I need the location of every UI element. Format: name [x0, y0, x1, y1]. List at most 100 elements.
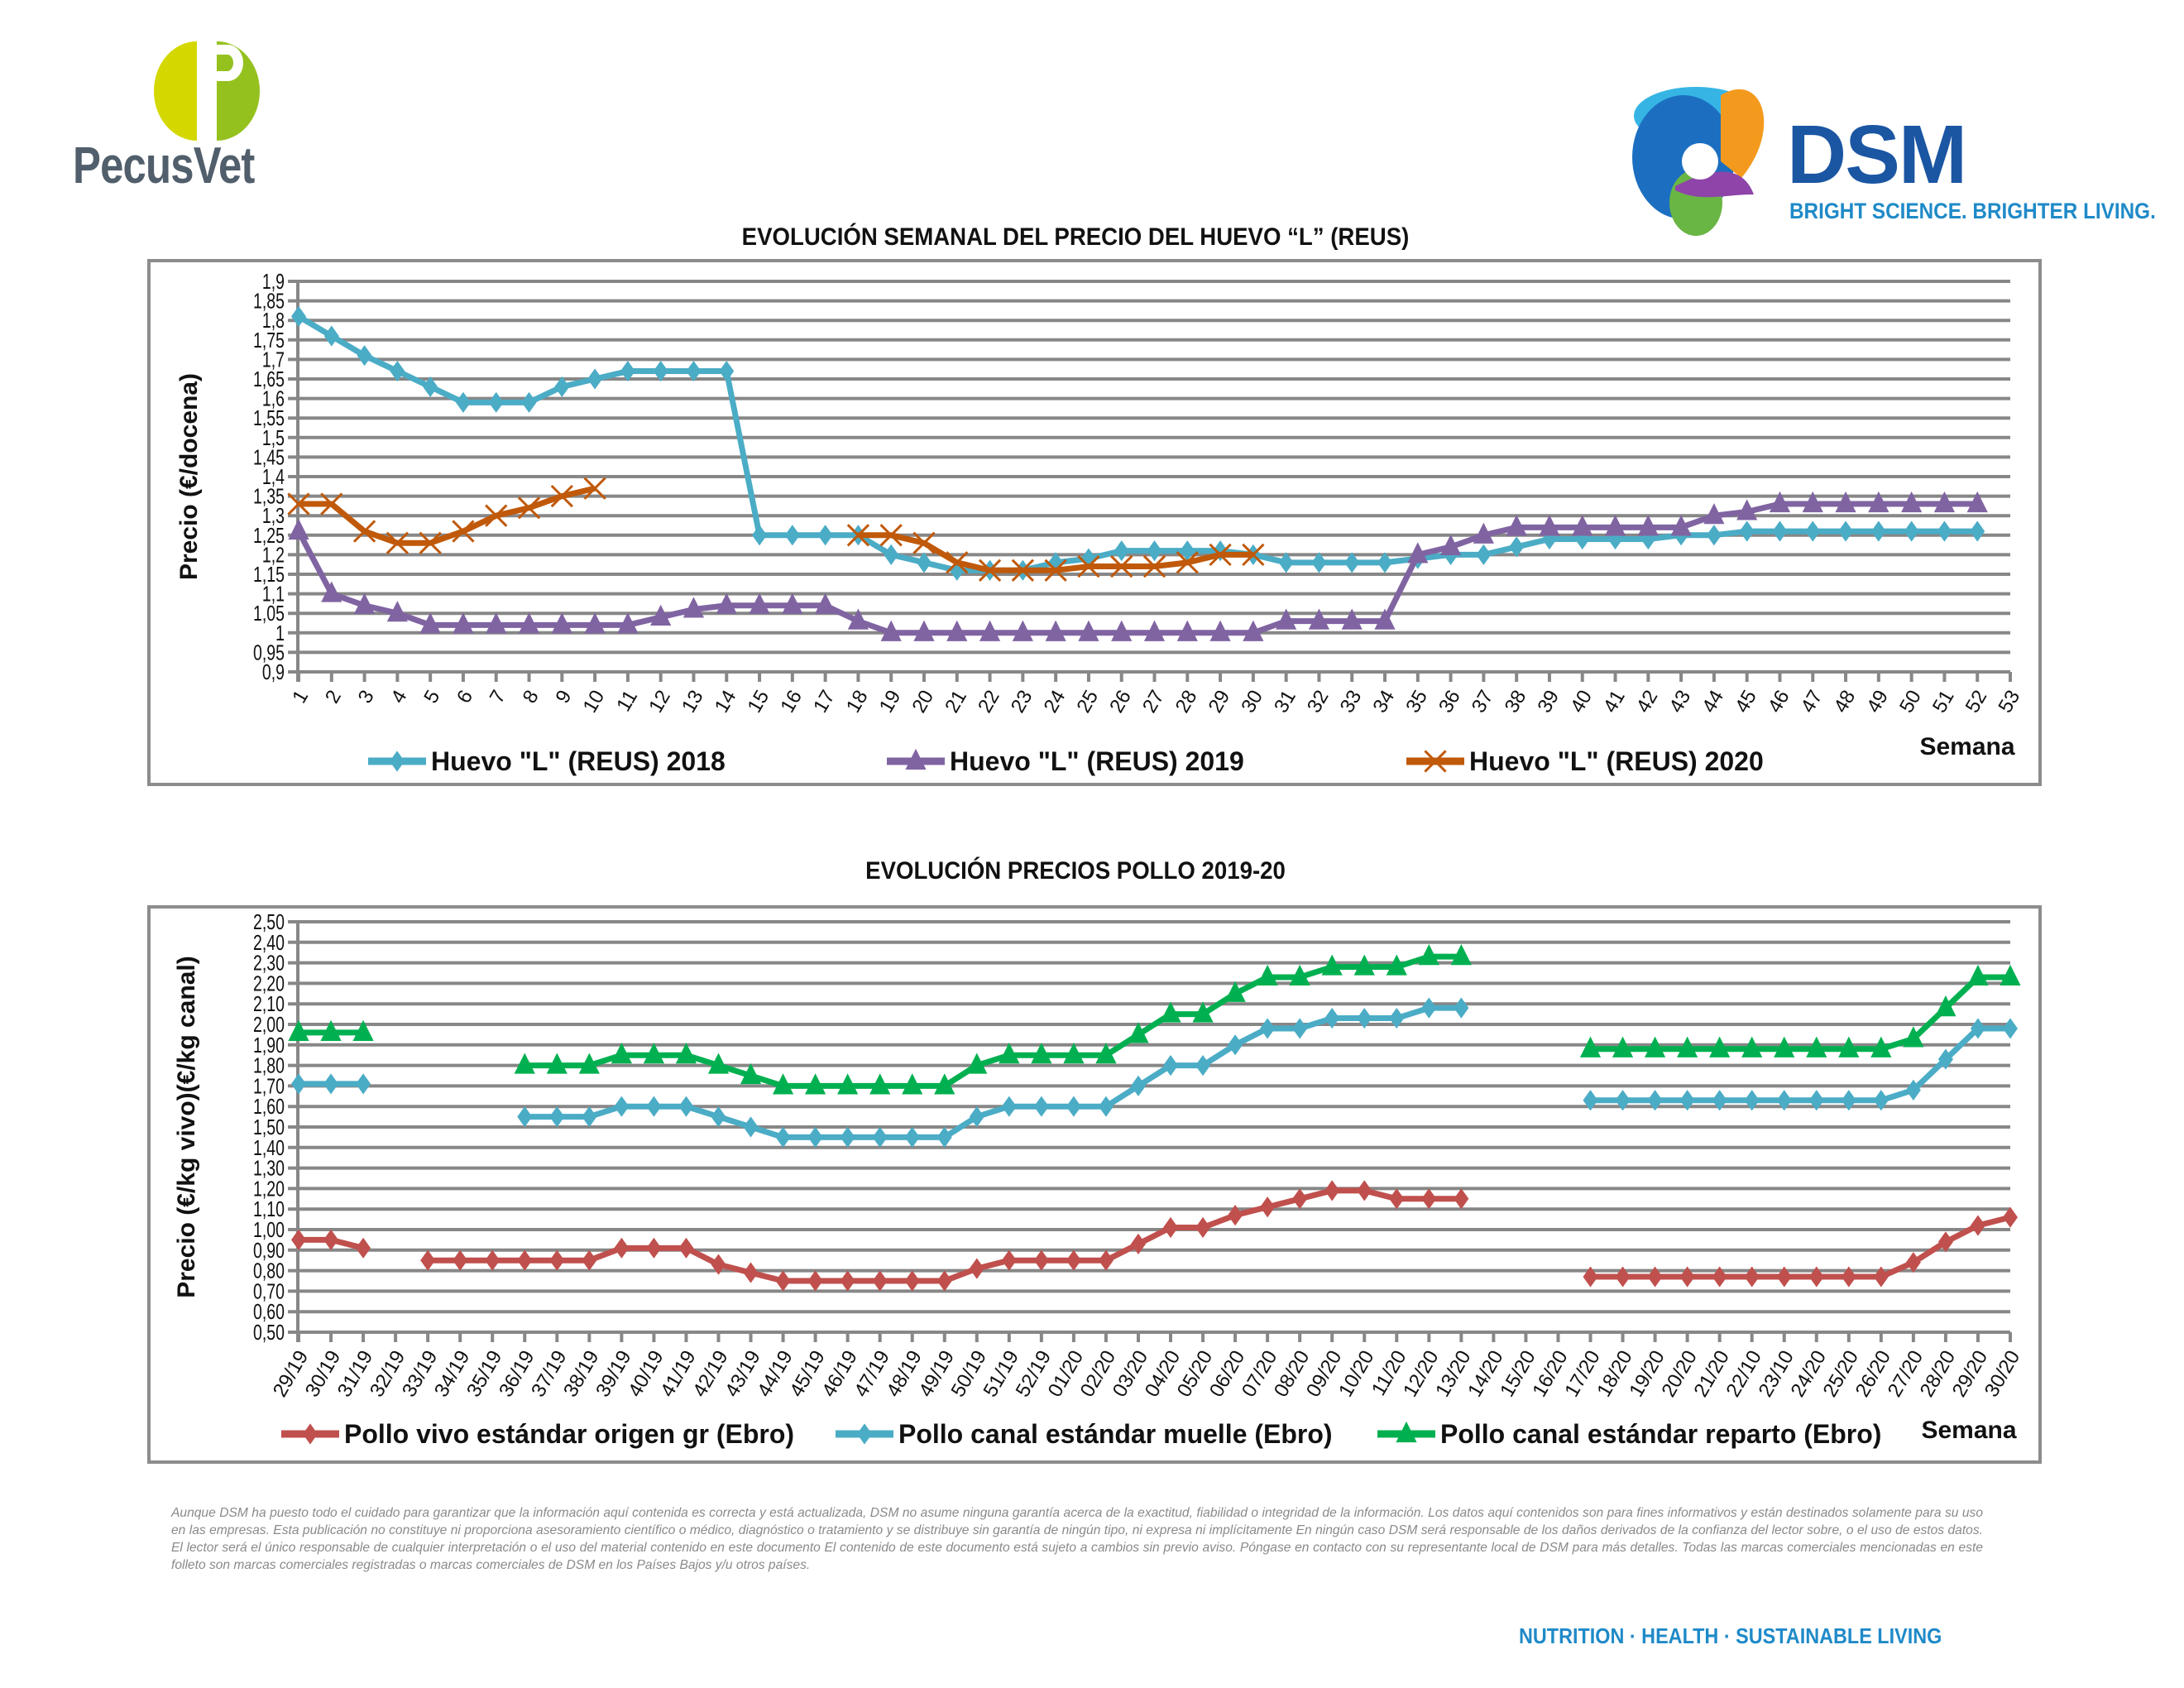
y-tick-label: 1: [275, 621, 285, 645]
series-2: [291, 997, 2018, 1148]
data-point: [386, 531, 410, 554]
legend-item: Huevo "L" (REUS) 2018: [368, 746, 726, 776]
data-point: [682, 597, 705, 618]
data-point: [1011, 559, 1035, 582]
legend-item: Pollo canal estándar muelle (Ebro): [836, 1419, 1333, 1449]
data-point: [1670, 515, 1692, 536]
data-point: [1868, 491, 1889, 513]
data-point: [1935, 995, 1956, 1017]
data-point: [1130, 1233, 1146, 1254]
series-line: [524, 1005, 1462, 1140]
data-point: [1937, 1231, 1953, 1253]
y-tick-label: 1,20: [253, 1177, 285, 1201]
data-point: [1209, 620, 1231, 641]
data-point: [880, 620, 902, 641]
data-point: [2003, 1018, 2018, 1039]
x-axis-title: Semana: [1919, 733, 2014, 760]
data-point: [554, 376, 570, 398]
chart-1-frame: [147, 259, 2042, 786]
data-point: [686, 360, 702, 382]
data-point: [352, 520, 376, 543]
data-point: [614, 1237, 630, 1259]
data-point: [1147, 540, 1162, 562]
data-point: [551, 612, 572, 634]
data-point: [1583, 1090, 1598, 1111]
y-tick-label: 2,20: [253, 971, 285, 995]
data-point: [752, 525, 768, 546]
data-point: [1001, 1096, 1017, 1117]
data-point: [1506, 515, 1527, 536]
data-point: [1324, 1180, 1340, 1201]
data-point: [1128, 1022, 1149, 1043]
data-point: [1095, 1043, 1117, 1064]
data-point: [711, 1254, 726, 1275]
data-point: [646, 1096, 662, 1117]
data-point: [1160, 1001, 1181, 1023]
data-point: [517, 496, 541, 520]
data-point: [1278, 552, 1294, 573]
data-point: [390, 360, 405, 382]
data-point: [902, 1073, 923, 1095]
data-point: [646, 1237, 662, 1259]
data-point: [807, 1126, 823, 1148]
y-tick-label: 1,00: [253, 1217, 285, 1241]
data-point: [904, 1126, 920, 1148]
y-tick-label: 1,2: [262, 543, 285, 567]
data-point: [650, 604, 672, 626]
data-point: [743, 1262, 759, 1283]
data-point: [1454, 997, 1469, 1019]
legend-item: Huevo "L" (REUS) 2019: [887, 746, 1244, 776]
data-point: [1703, 503, 1725, 525]
y-axis-title: Precio (€/kg vivo)(€/kg canal): [173, 956, 200, 1297]
y-tick-label: 1,15: [253, 562, 285, 586]
data-point: [486, 612, 507, 634]
legal-disclaimer: Aunque DSM ha puesto todo el cuidado par…: [171, 1506, 1983, 1572]
data-point: [1473, 522, 1494, 544]
data-point: [1870, 1036, 1892, 1057]
data-point: [1970, 520, 1985, 542]
data-point: [707, 1053, 730, 1074]
data-point: [1808, 1266, 1824, 1288]
data-point: [419, 612, 441, 634]
data-point: [1835, 491, 1856, 513]
data-point: [772, 1073, 794, 1095]
legend-item: Pollo vivo estándar origen gr (Ebro): [281, 1419, 794, 1449]
y-tick-label: 1,70: [253, 1074, 285, 1098]
data-point: [946, 620, 968, 641]
x-axis-title: Semana: [1921, 1417, 2016, 1444]
data-point: [291, 1073, 306, 1095]
y-tick-label: 1,7: [262, 348, 285, 372]
data-point: [807, 1270, 823, 1292]
series-3: [287, 477, 1265, 582]
legend-label: Pollo canal estándar muelle (Ebro): [898, 1419, 1333, 1449]
data-point: [1805, 520, 1821, 542]
data-point: [419, 531, 442, 554]
data-point: [1774, 1036, 1795, 1057]
data-point: [453, 612, 474, 634]
data-point: [1769, 491, 1791, 513]
data-point: [1110, 554, 1133, 578]
data-point: [1292, 1188, 1308, 1210]
pecusvet-logo-icon: [154, 41, 260, 141]
y-tick-label: 0,80: [253, 1259, 285, 1283]
data-point: [1377, 552, 1393, 573]
data-point: [488, 391, 504, 413]
data-point: [872, 1270, 888, 1292]
series-3: [288, 944, 2021, 1095]
data-point: [1421, 997, 1437, 1019]
chart-2-title: EVOLUCIÓN PRECIOS POLLO 2019-20: [865, 857, 1286, 885]
data-point: [1772, 520, 1788, 542]
data-point: [1012, 620, 1033, 641]
data-point: [782, 592, 803, 614]
data-point: [1374, 608, 1396, 630]
data-point: [452, 520, 475, 543]
data-point: [711, 1106, 726, 1128]
y-tick-label: 0,70: [253, 1279, 285, 1303]
data-point: [1539, 515, 1560, 536]
data-point: [847, 608, 869, 630]
data-point: [775, 1270, 791, 1292]
data-point: [1904, 520, 1919, 542]
data-point: [1970, 1018, 1985, 1039]
data-point: [678, 1096, 694, 1117]
data-point: [1615, 1090, 1631, 1111]
